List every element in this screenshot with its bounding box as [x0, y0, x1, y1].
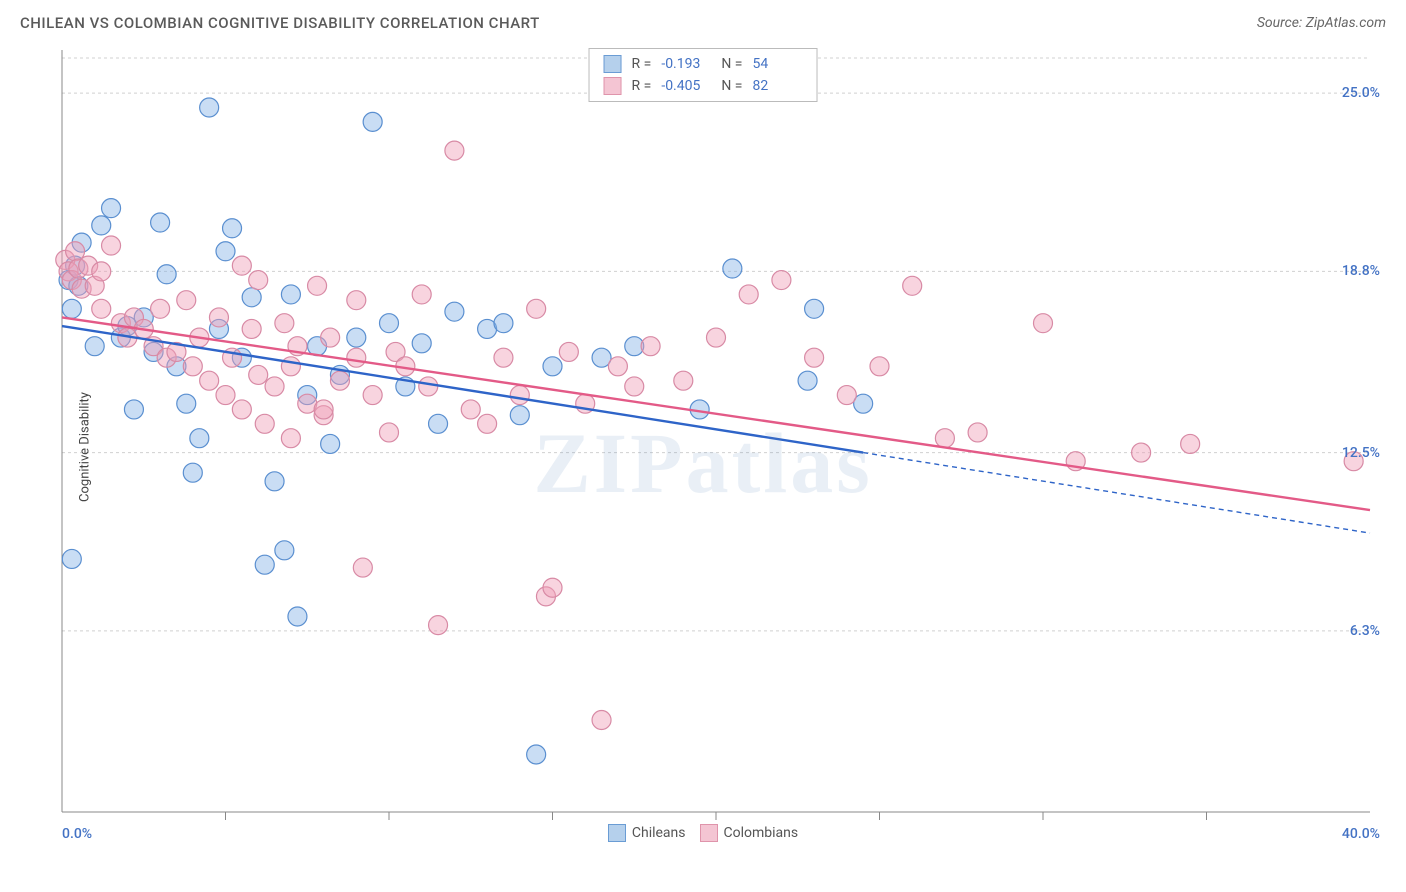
- r-value: -0.193: [661, 56, 711, 72]
- scatter-plot-svg: [18, 42, 1388, 852]
- n-label: N =: [721, 78, 742, 94]
- y-axis-label: Cognitive Disability: [77, 392, 92, 502]
- r-label: R =: [632, 56, 652, 72]
- stats-row-series2: R = -0.405 N = 82: [590, 75, 817, 97]
- correlation-legend: R = -0.193 N = 54 R = -0.405 N = 82: [589, 48, 818, 102]
- legend-item-series2: Colombians: [700, 824, 799, 842]
- y-tick-label: 25.0%: [1342, 85, 1380, 101]
- chart-footer: 0.0% Chileans Colombians 40.0%: [18, 824, 1388, 842]
- y-tick-label: 12.5%: [1342, 445, 1380, 461]
- r-label: R =: [632, 78, 652, 94]
- n-label: N =: [721, 56, 742, 72]
- x-max-label: 40.0%: [1342, 826, 1380, 842]
- y-tick-label: 18.8%: [1342, 263, 1380, 279]
- r-value: -0.405: [661, 78, 711, 94]
- chart-area: Cognitive Disability ZIPatlas R = -0.193…: [18, 42, 1388, 852]
- n-value: 82: [752, 78, 802, 94]
- y-tick-label: 6.3%: [1350, 623, 1380, 639]
- legend-label: Colombians: [724, 825, 799, 841]
- swatch-series1-icon: [604, 55, 622, 73]
- chart-header: CHILEAN VS COLOMBIAN COGNITIVE DISABILIT…: [0, 0, 1406, 42]
- stats-row-series1: R = -0.193 N = 54: [590, 53, 817, 75]
- x-min-label: 0.0%: [62, 826, 92, 842]
- swatch-series2-icon: [700, 824, 718, 842]
- legend-item-series1: Chileans: [608, 824, 686, 842]
- legend-label: Chileans: [632, 825, 686, 841]
- n-value: 54: [752, 56, 802, 72]
- chart-title: CHILEAN VS COLOMBIAN COGNITIVE DISABILIT…: [20, 14, 540, 32]
- swatch-series2-icon: [604, 77, 622, 95]
- chart-source: Source: ZipAtlas.com: [1257, 15, 1386, 31]
- swatch-series1-icon: [608, 824, 626, 842]
